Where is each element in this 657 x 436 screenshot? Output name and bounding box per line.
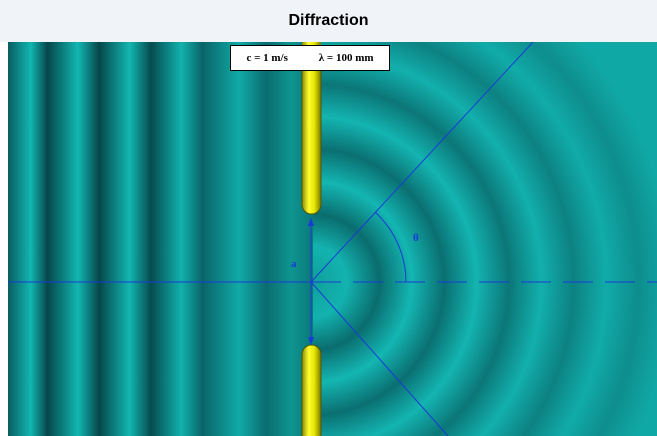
angle-line-lower [310, 281, 449, 436]
angle-line-upper [310, 42, 534, 283]
wave-field [8, 42, 657, 436]
speed-readout: c = 1 m/s [246, 52, 288, 64]
slit-width-label: a [291, 258, 297, 270]
barrier-lower[interactable] [301, 344, 322, 436]
barrier-upper[interactable] [301, 42, 322, 215]
simulation-canvas[interactable]: c = 1 m/s λ = 100 mm a θ [8, 42, 657, 436]
angle-arc [374, 211, 407, 283]
plane-wave-region [8, 42, 313, 436]
title-bar: Diffraction [0, 0, 657, 42]
angle-label: θ [413, 232, 419, 244]
readout-box: c = 1 m/s λ = 100 mm [230, 45, 390, 71]
wavelength-readout: λ = 100 mm [318, 52, 374, 64]
page-title: Diffraction [288, 12, 369, 29]
